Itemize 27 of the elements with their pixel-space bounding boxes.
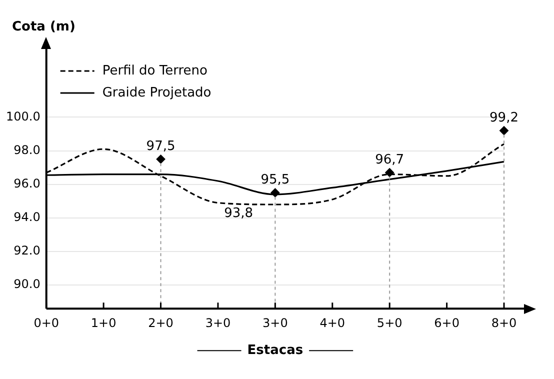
- x-tick-label: 8+0: [491, 316, 517, 330]
- x-tick-label: 0+0: [34, 316, 60, 330]
- x-tick-label: 5+0: [376, 316, 402, 330]
- x-tick-label: 4+0: [320, 316, 346, 330]
- point: [156, 154, 166, 164]
- y-axis-title: Cota (m): [12, 19, 76, 34]
- x-tick-label: 1+0: [90, 316, 116, 330]
- x-tick-label: 3+0: [262, 316, 288, 330]
- data-label: 96,7: [375, 152, 404, 168]
- data-label: 99,2: [490, 110, 518, 126]
- y-tick-label: 90.0: [14, 277, 40, 292]
- point: [385, 168, 394, 178]
- legend-label: Graide Projetado: [102, 85, 212, 100]
- legend-label: Perfil do Terreno: [102, 63, 208, 78]
- y-tick-label: 96.0: [14, 176, 40, 190]
- annotation: 93,8: [224, 206, 254, 222]
- data-label: 97,5: [146, 139, 176, 154]
- y-tick-label: 100.0: [6, 109, 40, 124]
- x-tick-label: 2+0: [148, 316, 174, 330]
- x-tick-label: 6+0: [434, 316, 460, 330]
- y-tick-label: 92.0: [14, 244, 40, 258]
- point: [500, 126, 508, 136]
- x-axis-title: Estacas: [247, 342, 304, 358]
- x-tick-label: 3+0: [205, 316, 231, 330]
- y-tick-label: 98.0: [14, 142, 40, 157]
- data-label: 95,5: [260, 172, 290, 188]
- y-tick-label: 94.0: [14, 210, 40, 224]
